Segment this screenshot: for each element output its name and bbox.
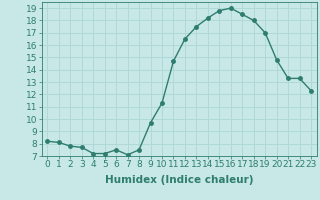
X-axis label: Humidex (Indice chaleur): Humidex (Indice chaleur)	[105, 175, 253, 185]
